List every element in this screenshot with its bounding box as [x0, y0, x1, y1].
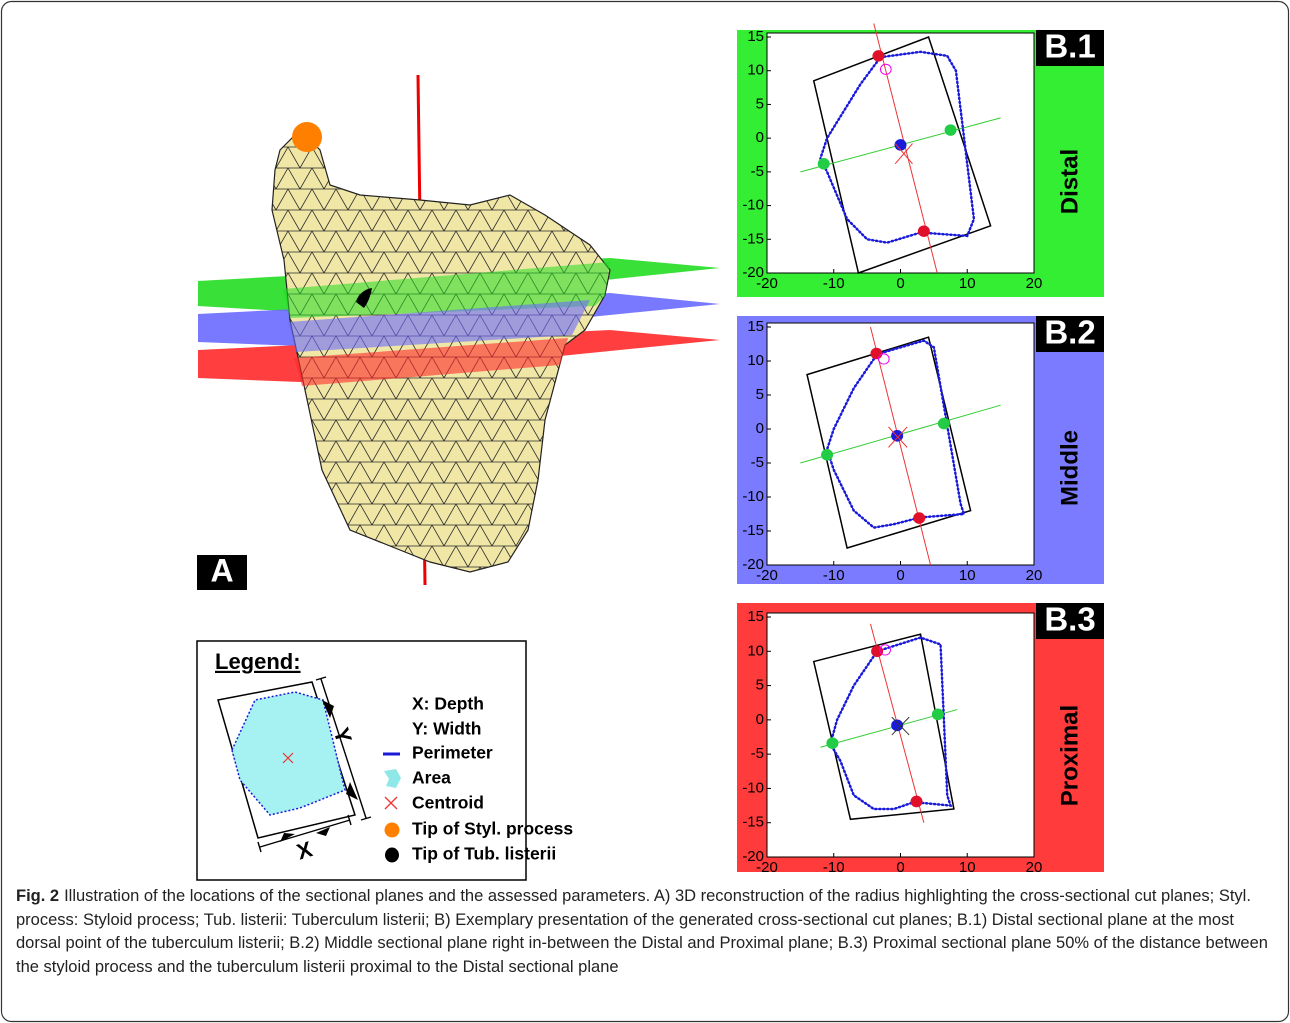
plots: -20 -10 0 10 20 15 10 5 0 -5 -10 -15 -20 B.1 Distal -20… — [737, 28, 1104, 876]
caption-text: Illustration of the locations of the sec… — [16, 887, 1268, 976]
figure: A Legend: Y X X: Depth Y: Width Perimete… — [0, 0, 1290, 1023]
x-tick-label: -10 — [823, 859, 845, 876]
panel-a: A — [197, 75, 720, 590]
y-tick-label: 15 — [747, 318, 764, 335]
plot-label: B.3 — [1044, 601, 1095, 638]
x-tick-label: 0 — [896, 859, 904, 876]
legend-item: Tip of Tub. listerii — [412, 844, 556, 864]
x-tick-label: 20 — [1026, 275, 1043, 292]
y-tick-label: 10 — [747, 642, 764, 659]
plot-label: B.2 — [1044, 314, 1095, 351]
x-tick-label: 10 — [959, 275, 976, 292]
styloid-tip — [292, 122, 322, 152]
plot-label: B.1 — [1044, 28, 1095, 65]
listerii-icon — [385, 848, 399, 863]
y-tick-label: -10 — [742, 488, 764, 505]
y-tick-label: -5 — [751, 163, 764, 180]
y-tick-label: 0 — [756, 711, 764, 728]
x-tick-label: 20 — [1026, 567, 1043, 584]
x-tick-label: -10 — [823, 275, 845, 292]
x-tick-label: 10 — [959, 567, 976, 584]
legend-item: Area — [412, 768, 451, 788]
y-tick-label: -5 — [751, 454, 764, 471]
y-tick-label: 15 — [747, 28, 764, 45]
y-tick-label: 5 — [756, 677, 764, 694]
legend-item: Centroid — [412, 793, 484, 813]
y-tick-label: -10 — [742, 779, 764, 796]
y-tick-label: 5 — [756, 386, 764, 403]
legend-item: Perimeter — [412, 743, 493, 763]
legend-title: Legend: — [215, 649, 301, 674]
y-tick-label: -15 — [742, 814, 764, 831]
y-tick-label: 5 — [756, 95, 764, 112]
y-tick-label: -15 — [742, 522, 764, 539]
y-tick-label: 15 — [747, 608, 764, 625]
y-tick-label: 0 — [756, 420, 764, 437]
y-tick-label: 10 — [747, 62, 764, 79]
x-tick-label: 0 — [896, 275, 904, 292]
y-tick-label: 10 — [747, 352, 764, 369]
legend-item: Y: Width — [412, 719, 482, 739]
legend-item: X: Depth — [412, 694, 484, 714]
panel-label: A — [210, 552, 233, 588]
y-tick-label: -15 — [742, 230, 764, 247]
x-tick-label: -10 — [823, 567, 845, 584]
styloid-icon — [385, 823, 400, 838]
y-tick-label: -20 — [742, 264, 764, 281]
legend: Legend: Y X X: Depth Y: Width Perimeter … — [197, 641, 573, 880]
x-tick-label: 20 — [1026, 859, 1043, 876]
plane-label: Distal — [1056, 149, 1083, 214]
y-tick-label: -5 — [751, 745, 764, 762]
plot-area — [767, 33, 1034, 273]
x-tick-label: 0 — [896, 567, 904, 584]
plane-label: Middle — [1056, 430, 1083, 506]
legend-item: Tip of Styl. process — [412, 819, 573, 839]
caption-label: Fig. 2 — [16, 887, 59, 905]
y-tick-label: -20 — [742, 848, 764, 865]
plane-label: Proximal — [1056, 705, 1083, 806]
y-tick-label: -10 — [742, 197, 764, 214]
page: { "panel_a": {"label": "A"}, "legend": {… — [0, 0, 1290, 1023]
x-tick-label: 10 — [959, 859, 976, 876]
y-tick-label: 0 — [756, 129, 764, 146]
y-tick-label: -20 — [742, 556, 764, 573]
